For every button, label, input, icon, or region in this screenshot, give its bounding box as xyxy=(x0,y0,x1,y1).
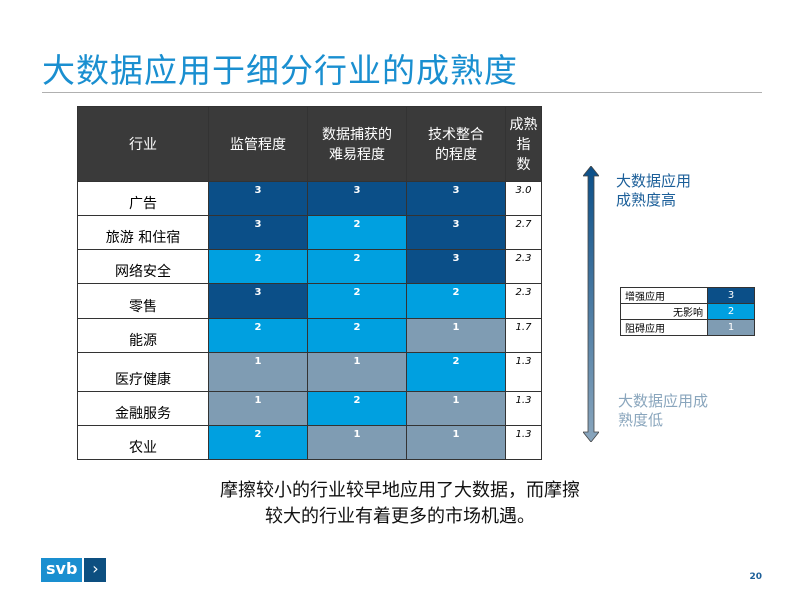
rating-cell: 3 xyxy=(307,181,407,216)
rating-cell: 2 xyxy=(307,215,407,250)
table-row: 能源 2 2 1 1.7 xyxy=(77,318,542,353)
rating-cell: 3 xyxy=(208,283,308,319)
rating-cell: 3 xyxy=(406,249,506,284)
double-arrow-icon xyxy=(583,166,599,442)
rating-cell: 2 xyxy=(307,391,407,426)
rating-cell: 1 xyxy=(406,318,506,353)
industry-cell: 金融服务 xyxy=(77,391,209,426)
legend: 增强应用 3 无影响 2 阻碍应用 1 xyxy=(620,287,755,336)
score-cell: 1.3 xyxy=(505,352,542,392)
table-row: 医疗健康 1 1 2 1.3 xyxy=(77,352,542,392)
score-cell: 1.7 xyxy=(505,318,542,353)
score-cell: 1.3 xyxy=(505,391,542,426)
industry-cell: 零售 xyxy=(77,283,209,319)
column-header: 技术整合 的程度 xyxy=(406,106,506,182)
column-header: 监管程度 xyxy=(208,106,308,182)
maturity-table: 行业 监管程度 数据捕获的 难易程度 技术整合 的程度 成熟指 数 广告 3 3 3 3.0 旅游… xyxy=(77,106,542,460)
score-cell: 3.0 xyxy=(505,181,542,216)
chevron-right-icon: › xyxy=(84,558,107,582)
rating-cell: 3 xyxy=(406,181,506,216)
table-row: 零售 3 2 2 2.3 xyxy=(77,283,542,319)
table-row: 农业 2 1 1 1.3 xyxy=(77,425,542,460)
score-cell: 2.3 xyxy=(505,249,542,284)
industry-cell: 医疗健康 xyxy=(77,352,209,392)
table-row: 广告 3 3 3 3.0 xyxy=(77,181,542,216)
rating-cell: 2 xyxy=(307,318,407,353)
legend-label: 阻碍应用 xyxy=(620,319,708,336)
rating-cell: 2 xyxy=(307,249,407,284)
legend-row: 无影响 2 xyxy=(620,303,755,320)
legend-value: 3 xyxy=(707,287,755,304)
rating-cell: 3 xyxy=(406,215,506,250)
legend-label: 无影响 xyxy=(620,303,708,320)
industry-cell: 网络安全 xyxy=(77,249,209,284)
rating-cell: 1 xyxy=(307,352,407,392)
high-maturity-label: 大数据应用 成熟度高 xyxy=(616,172,692,209)
legend-row: 阻碍应用 1 xyxy=(620,319,755,336)
score-cell: 2.3 xyxy=(505,283,542,319)
rating-cell: 3 xyxy=(208,181,308,216)
table-row: 网络安全 2 2 3 2.3 xyxy=(77,249,542,284)
column-header: 成熟指 数 xyxy=(505,106,542,182)
title-divider xyxy=(42,92,762,93)
industry-cell: 旅游 和住宿 xyxy=(77,215,209,250)
summary-text: 摩擦较小的行业较早地应用了大数据，而摩擦 较大的行业有着更多的市场机遇。 xyxy=(220,480,580,527)
rating-cell: 1 xyxy=(208,352,308,392)
legend-label: 增强应用 xyxy=(620,287,708,304)
rating-cell: 2 xyxy=(406,283,506,319)
rating-cell: 2 xyxy=(208,249,308,284)
column-header: 行业 xyxy=(77,106,209,182)
industry-cell: 农业 xyxy=(77,425,209,460)
table-row: 旅游 和住宿 3 2 3 2.7 xyxy=(77,215,542,250)
column-header: 数据捕获的 难易程度 xyxy=(307,106,407,182)
rating-cell: 2 xyxy=(406,352,506,392)
rating-cell: 1 xyxy=(208,391,308,426)
industry-cell: 能源 xyxy=(77,318,209,353)
low-maturity-label: 大数据应用成 熟度低 xyxy=(618,392,709,429)
rating-cell: 1 xyxy=(406,425,506,460)
rating-cell: 3 xyxy=(208,215,308,250)
legend-value: 2 xyxy=(707,303,755,320)
legend-row: 增强应用 3 xyxy=(620,287,755,304)
rating-cell: 2 xyxy=(208,318,308,353)
rating-cell: 2 xyxy=(208,425,308,460)
rating-cell: 1 xyxy=(406,391,506,426)
page-number: 20 xyxy=(749,572,762,582)
rating-cell: 1 xyxy=(307,425,407,460)
industry-cell: 广告 xyxy=(77,181,209,216)
score-cell: 2.7 xyxy=(505,215,542,250)
legend-value: 1 xyxy=(707,319,755,336)
rating-cell: 2 xyxy=(307,283,407,319)
table-header-row: 行业 监管程度 数据捕获的 难易程度 技术整合 的程度 成熟指 数 xyxy=(77,106,542,182)
table-row: 金融服务 1 2 1 1.3 xyxy=(77,391,542,426)
slide-title: 大数据应用于细分行业的成熟度 xyxy=(42,51,518,90)
svb-logo: svb › xyxy=(41,558,107,582)
score-cell: 1.3 xyxy=(505,425,542,460)
logo-text: svb xyxy=(41,558,83,582)
